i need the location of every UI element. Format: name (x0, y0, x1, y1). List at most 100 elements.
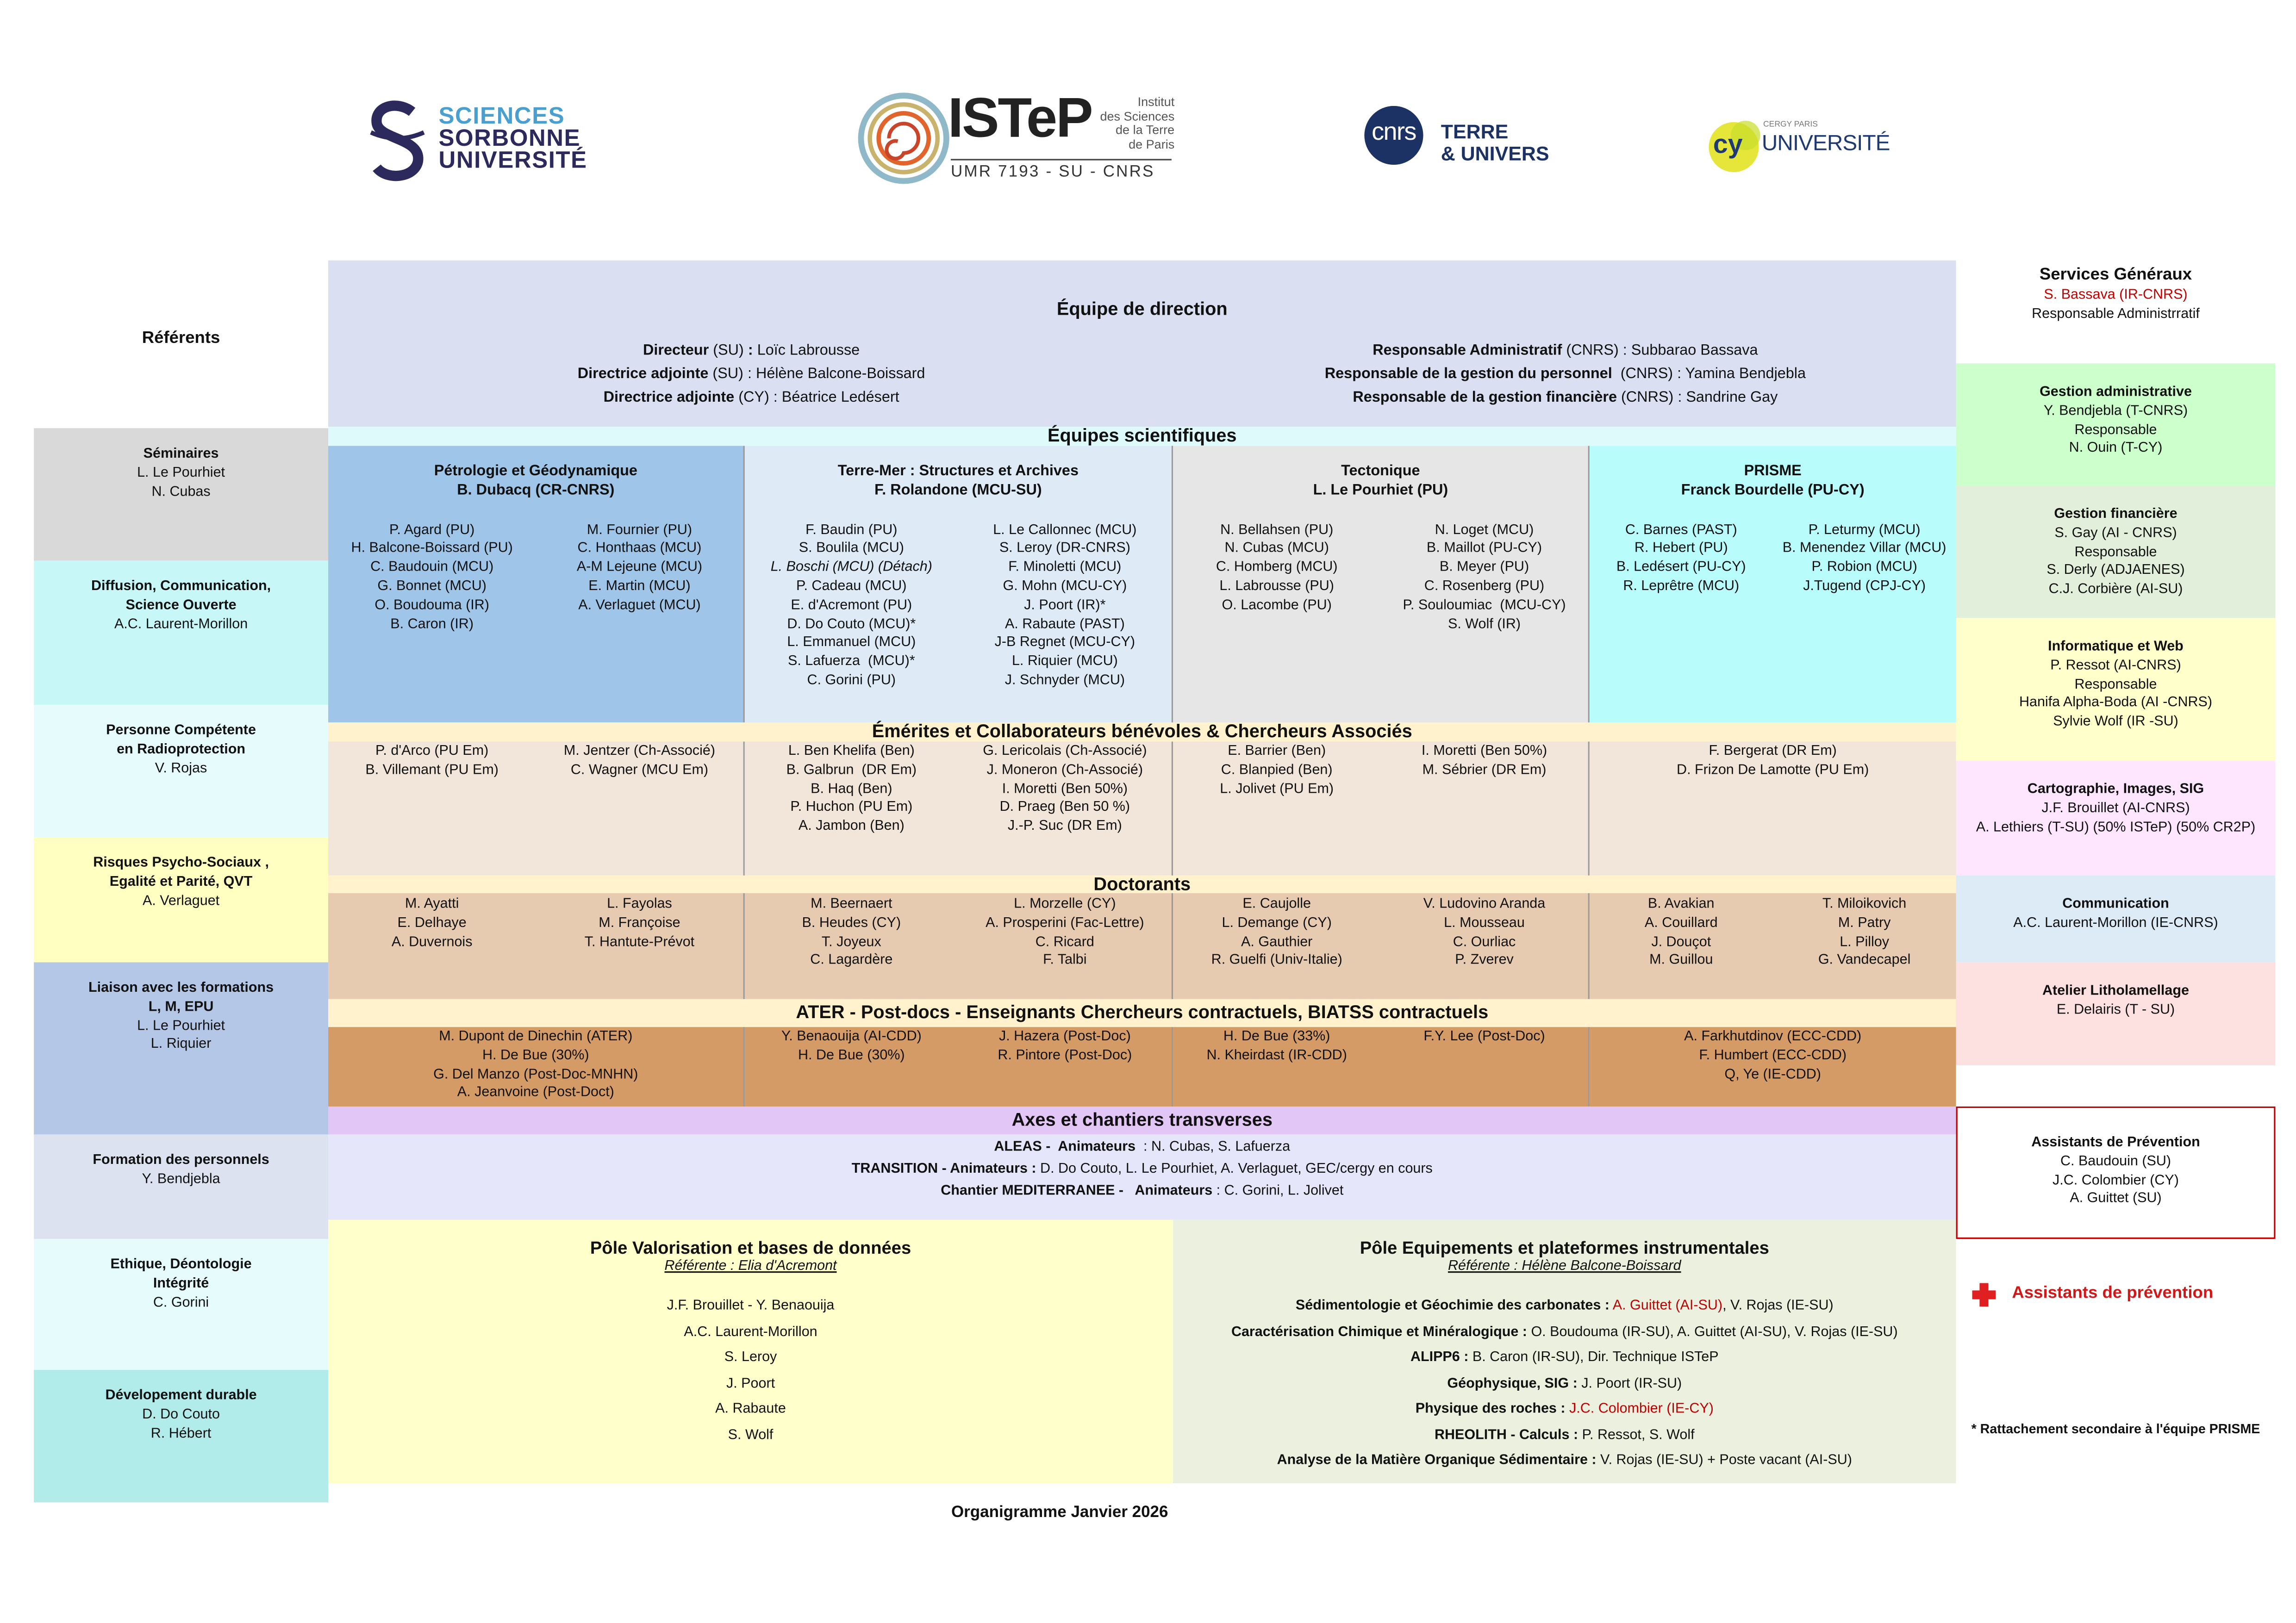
text-line: Ethique, Déontologie (34, 1256, 328, 1275)
text-line: Formation des personnels (34, 1152, 328, 1171)
text-line: P. Robion (MCU) (1811, 559, 1917, 576)
text-line: B. Dubacq (CR-CNRS) (328, 482, 743, 501)
text-segment: Responsable de la gestion financière (1353, 390, 1617, 406)
text-line: M. Ayatti (405, 896, 459, 913)
text-line: A.C. Laurent-Morillon (114, 616, 248, 632)
cell-column: F. Baudin (PU) S. Boulila (MCU) L. Boschi … (745, 522, 958, 691)
text-line: A.C. Laurent-Morillon (IE-CNRS) (2013, 914, 2218, 931)
text-line: A. Prosperini (Fac-Lettre) (986, 914, 1144, 931)
text-line: J.-P. Suc (DR Em) (1007, 818, 1122, 835)
text-line: J. Moneron (Ch-Associé) (986, 762, 1143, 778)
text-line: Cartographie, Images, SIG (1956, 781, 2276, 800)
text-line: L. Le Callonnec (MCU) (993, 522, 1137, 538)
pole-title: Pôle Equipements et plateformes instrume… (1360, 1237, 1769, 1258)
text-line: P. Huchon (PU Em) (790, 799, 913, 816)
section-header: Émérites et Collaborateurs bénévoles & C… (328, 722, 1956, 742)
team-cell: PRISME Franck Bourdelle (PU-CY) C. Barnes … (1589, 446, 1956, 723)
text-segment: : C. Gorini, L. Jolivet (1212, 1183, 1344, 1200)
text-line: L. Demange (CY) (1222, 914, 1332, 931)
logo-cnrs-mark-text: cnrs (1372, 118, 1416, 146)
text-line: E. Martin (MCU) (588, 578, 691, 595)
logo-text: & UNIVERS (1441, 143, 1549, 165)
text-segment: Egalité et Parité, QVT (109, 873, 253, 890)
text-segment: Intégrité (153, 1275, 209, 1292)
pole-referent: Référente : Elia d'Acremont (664, 1258, 837, 1275)
text-line: Dévelopement durable (34, 1387, 328, 1406)
text-line: en Radioprotection (34, 741, 328, 760)
text-line: J-B Regnet (MCU-CY) (994, 634, 1136, 651)
text-line: J. Hazera (Post-Doc) (998, 1028, 1131, 1045)
text-line: C. Wagner (MCU Em) (570, 762, 709, 778)
team-cell: B. Avakian A. Couillard J. Douçot M. Guillo… (1589, 893, 1956, 999)
text-line: P. Agard (PU) (389, 522, 475, 538)
pole-referent: Référente : Hélène Balcone-Boissard (1447, 1258, 1681, 1275)
text-line: N. Ouin (T-CY) (2069, 440, 2163, 457)
text-line: L. Riquier (150, 1036, 212, 1053)
cell-column: F.Y. Lee (Post-Doc) (1380, 1028, 1588, 1066)
text-line: E. d'Acremont (PU) (791, 597, 912, 614)
cell-columns: P. d'Arco (PU Em) B. Villemant (PU Em) M. … (328, 743, 743, 781)
text-segment: (CNRS) : Yamina Bendjebla (1612, 366, 1806, 383)
logo-cnrs-mark (1364, 106, 1423, 165)
text-line: Analyse de la Matière Organique Sédiment… (1173, 1448, 1956, 1474)
logo-istep-mark (858, 93, 949, 184)
text-segment: O. Boudouma (IR-SU), A. Guittet (AI-SU),… (1527, 1323, 1898, 1340)
text-segment: Liaison avec les formations (88, 980, 274, 996)
text-line: D. Praeg (Ben 50 %) (999, 799, 1130, 816)
text-line: C. Gorini (153, 1294, 209, 1311)
text-segment: J. Poort (IR-SU) (1577, 1375, 1682, 1392)
text-line: G. Bonnet (MCU) (377, 578, 487, 595)
text-line: Hanifa Alpha-Boda (AI -CNRS) (2019, 695, 2213, 711)
pole-box: Pôle Equipements et plateformes instrume… (1173, 1219, 1956, 1483)
cell-lines: F. Bergerat (DR Em) D. Frizon De Lamotte … (1590, 743, 1956, 781)
text-segment: Gestion financière (2054, 506, 2177, 522)
text-line: R. Hebert (PU) (1634, 541, 1728, 557)
text-segment: V. Rojas (IE-SU) + Poste vacant (AI-SU) (1596, 1452, 1852, 1469)
text-segment: F. Rolandone (MCU-SU) (874, 482, 1042, 499)
text-line: G. Del Manzo (Post-Doc-MNHN) (433, 1066, 638, 1082)
text-segment: Pétrologie et Géodynamique (434, 463, 637, 480)
text-line: L, M, EPU (34, 999, 328, 1018)
text-line: Terre-Mer : Structures et Archives (745, 464, 1172, 483)
text-line: B. Galbrun (DR Em) (786, 762, 917, 778)
team-cell: F. Bergerat (DR Em) D. Frizon De Lamotte … (1589, 741, 1956, 876)
text-line: N. Loget (MCU) (1435, 522, 1534, 538)
cell-lines: M. Dupont de Dinechin (ATER) H. De Bue (3… (328, 1028, 743, 1104)
text-segment: (CNRS) : Sandrine Gay (1616, 390, 1778, 406)
cell-column: L. Ben Khelifa (Ben) B. Galbrun (DR Em) B.… (745, 743, 958, 837)
direction-box: Équipe de direction Directeur (SU) : Loïc… (328, 260, 1956, 427)
logo-cy: cy CERGY PARIS UNIVERSITÉ (1707, 115, 1913, 177)
logo-text: de Paris (1129, 136, 1175, 151)
text-line: B. Caron (IR) (390, 616, 474, 632)
pole-box: Pôle Valorisation et bases de données Réf… (328, 1219, 1173, 1483)
text-segment: Dévelopement durable (105, 1387, 257, 1404)
text-line: L. Emmanuel (MCU) (787, 634, 916, 651)
text-line: L. Riquier (MCU) (1011, 653, 1118, 670)
text-line: B. Ledésert (PU-CY) (1616, 559, 1746, 576)
text-segment: Informatique et Web (2048, 638, 2184, 655)
team-title: Tectonique L. Le Pourhiet (PU) (1173, 464, 1588, 501)
service-box: Cartographie, Images, SIG J.F. Brouillet … (1956, 760, 2276, 876)
direction-title: Équipe de direction (1056, 298, 1228, 319)
text-line: B. Haq (Ben) (811, 781, 892, 797)
cell-column: V. Ludovino Aranda L. Mousseau C. Ourliac P… (1380, 896, 1588, 971)
team-title: Pétrologie et Géodynamique B. Dubacq (CR-… (328, 464, 743, 501)
logo-cy-mark (1709, 120, 1760, 173)
logo-cnrs: cnrs TERRE & UNIVERS (1361, 106, 1582, 168)
text-line: J. Poort (IR)* (1024, 597, 1106, 614)
cell-columns: H. De Bue (33%) N. Kheirdast (IR-CDD) F.Y.… (1173, 1028, 1588, 1066)
text-line: Science Ouverte (34, 597, 328, 616)
text-line: Caractérisation Chimique et Minéralogiqu… (1173, 1319, 1956, 1345)
text-line: H. De Bue (30%) (798, 1047, 905, 1064)
text-line: M. Guillou (1649, 952, 1713, 969)
text-line: R. Leprêtre (MCU) (1623, 578, 1740, 595)
cell-columns: P. Agard (PU) H. Balcone-Boissard (PU) C. … (328, 522, 743, 634)
text-segment: B. Caron (IR-SU), Dir. Technique ISTeP (1468, 1349, 1719, 1366)
team-cell: Tectonique L. Le Pourhiet (PU) N. Bellahse… (1173, 446, 1590, 723)
text-segment: A. Guittet (AI-SU) (1609, 1298, 1723, 1314)
text-line: C. Rosenberg (PU) (1424, 578, 1545, 595)
text-line: Responsable Administratif (CNRS) : Subba… (1142, 340, 1988, 363)
text-segment: (CNRS) : Subbarao Bassava (1562, 342, 1758, 359)
text-line: S. Leroy (DR-CNRS) (999, 541, 1130, 557)
